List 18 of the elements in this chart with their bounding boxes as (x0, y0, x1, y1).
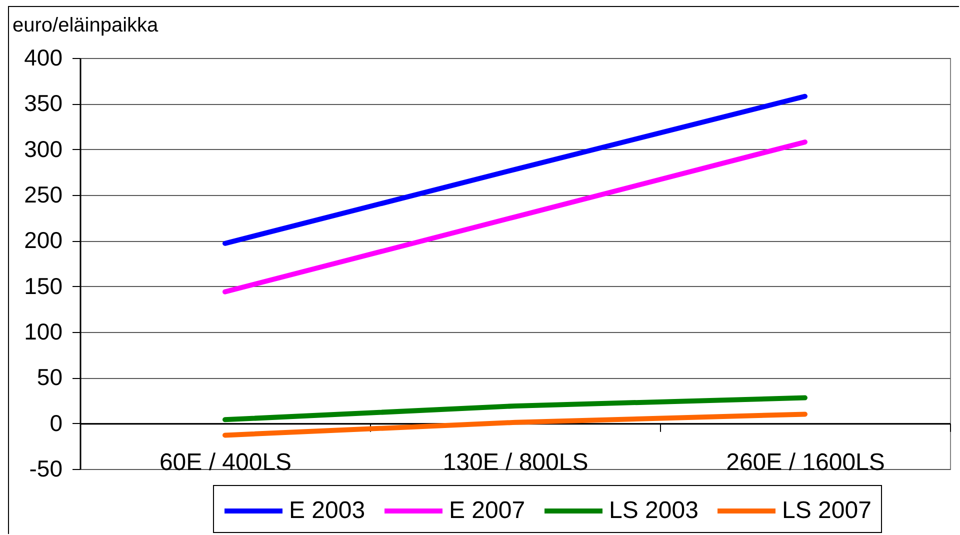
legend-label: LS 2007 (782, 497, 872, 524)
y-tick-label: 150 (24, 272, 62, 299)
legend-label: E 2007 (449, 497, 526, 524)
y-tick-label: -50 (29, 456, 62, 482)
y-tick-label: 400 (24, 44, 62, 70)
y-axis-title: euro/eläinpaikka (12, 14, 160, 36)
y-tick-label: 50 (36, 364, 62, 390)
x-tick-label: 260E / 1600LS (726, 448, 885, 476)
x-tick-label: 130E / 800LS (442, 448, 588, 476)
y-tick-label: 200 (24, 227, 62, 254)
y-tick-label: 250 (24, 182, 62, 208)
x-tick-label: 60E / 400LS (159, 448, 292, 476)
y-tick-label: 100 (24, 318, 62, 344)
y-tick-label: 350 (24, 90, 62, 116)
y-tick-label: 0 (50, 410, 62, 436)
legend-label: LS 2003 (609, 497, 698, 524)
y-tick-label: 300 (24, 136, 62, 162)
legend-label: E 2003 (289, 497, 366, 524)
